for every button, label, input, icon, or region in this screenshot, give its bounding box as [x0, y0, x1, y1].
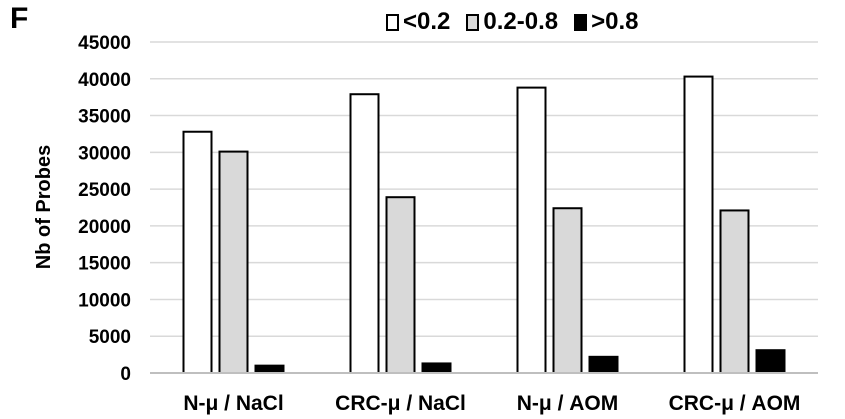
bar — [182, 130, 213, 374]
y-tick-label: 15000 — [78, 254, 131, 275]
y-tick-label: 25000 — [78, 180, 131, 201]
bar — [683, 75, 714, 375]
legend-item-low: <0.2 — [386, 8, 450, 36]
bars — [182, 75, 786, 375]
legend-label-low: <0.2 — [403, 8, 451, 35]
legend-label-high: >0.8 — [591, 8, 639, 35]
legend-swatch-low — [386, 13, 399, 31]
bar — [254, 364, 285, 374]
legend-label-mid: 0.2-0.8 — [483, 8, 559, 35]
legend-swatch-mid — [466, 13, 480, 31]
gridlines — [150, 41, 818, 337]
bar — [588, 355, 619, 375]
bar — [349, 93, 380, 374]
x-tick-label: N-μ / NaCl — [183, 392, 283, 415]
y-tick-label: 35000 — [78, 107, 131, 128]
bar — [552, 207, 583, 374]
y-tick-label: 20000 — [78, 217, 131, 238]
bar — [755, 349, 786, 375]
y-tick-label: 5000 — [89, 327, 131, 348]
y-axis: 0 5000 10000 15000 20000 25000 30000 35000 40000… — [78, 33, 131, 385]
x-tick-label: N-μ / AOM — [517, 392, 619, 415]
x-tick-label: CRC-μ / NaCl — [335, 392, 466, 415]
y-axis-title: Nb of Probes — [33, 145, 55, 269]
y-tick-label: 30000 — [78, 143, 131, 164]
bar — [421, 362, 452, 374]
y-tick-label: 10000 — [78, 290, 131, 311]
x-axis: N-μ / NaCl CRC-μ / NaCl N-μ / AOM CRC-μ / A… — [150, 372, 818, 415]
y-tick-label: 45000 — [78, 33, 131, 54]
bar — [719, 209, 750, 374]
bar — [218, 150, 249, 374]
panel-letter: F — [10, 2, 29, 35]
legend-item-mid: 0.2-0.8 — [466, 8, 558, 36]
y-tick-label: 0 — [120, 364, 131, 385]
legend-item-high: >0.8 — [574, 8, 639, 36]
y-tick-label: 40000 — [78, 70, 131, 91]
bar — [385, 196, 416, 374]
legend-swatch-high — [574, 13, 588, 31]
bar — [516, 86, 547, 375]
legend: <0.2 0.2-0.8 >0.8 — [386, 8, 655, 36]
x-tick-label: CRC-μ / AOM — [669, 392, 801, 415]
